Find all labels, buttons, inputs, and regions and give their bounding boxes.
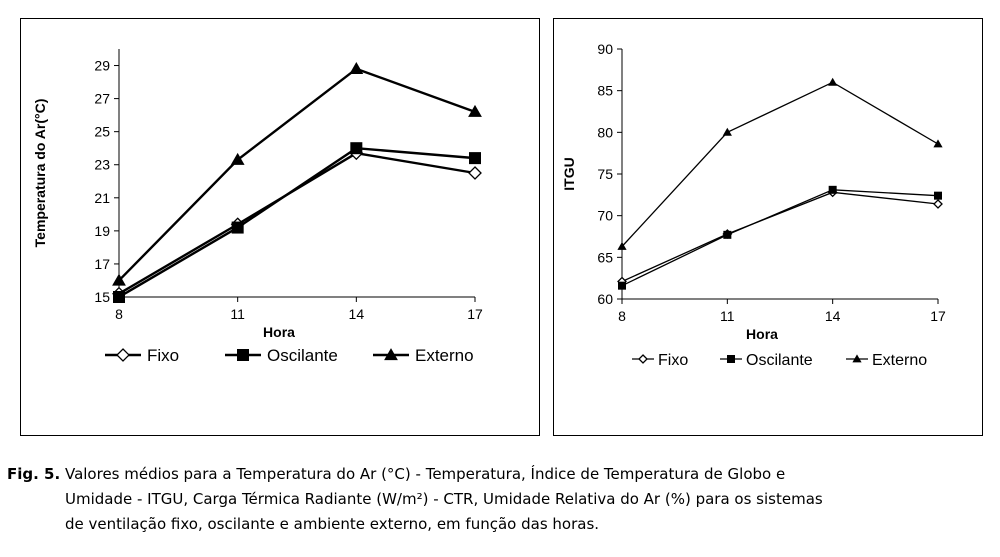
data-point-oscilante xyxy=(934,191,942,200)
legend-label-oscilante: Oscilante xyxy=(746,352,813,369)
data-point-externo xyxy=(230,152,245,165)
data-point-externo xyxy=(617,241,627,250)
series-line-oscilante xyxy=(621,189,939,287)
itgu-chart: 60 65 70 75 80 85 90 8 11 14 17 Hora ITGU Fixo Oscilan… xyxy=(561,41,946,369)
x-tick-label: 14 xyxy=(825,308,841,324)
x-tick-label: 17 xyxy=(467,306,483,322)
y-axis-label: Temperatura do Ar(°C) xyxy=(32,99,48,248)
data-point-externo xyxy=(349,61,364,74)
series-line-fixo xyxy=(118,151,476,295)
temperature-chart-panel: 15 17 19 21 23 25 27 29 8 11 14 17 Hora Temperatura d… xyxy=(20,18,540,436)
y-tick-label: 29 xyxy=(94,58,110,74)
y-tick-label: 21 xyxy=(94,190,110,206)
data-point-oscilante xyxy=(350,142,363,155)
y-tick-label: 17 xyxy=(94,256,110,272)
y-tick-label: 80 xyxy=(597,124,613,140)
data-point-oscilante xyxy=(231,221,244,234)
y-tick-label: 75 xyxy=(597,166,613,182)
series-line-externo xyxy=(118,67,476,282)
y-tick-label: 70 xyxy=(597,208,613,224)
x-axis-label: Hora xyxy=(263,324,295,340)
legend-marker-externo xyxy=(384,348,398,361)
y-tick-label: 85 xyxy=(597,83,613,99)
x-axis-label: Hora xyxy=(746,326,778,342)
legend-marker-oscilante xyxy=(727,355,735,363)
data-point-oscilante xyxy=(113,291,125,303)
y-tick-label: 25 xyxy=(94,124,110,140)
y-tick-label: 27 xyxy=(94,91,110,107)
temperature-chart: 15 17 19 21 23 25 27 29 8 11 14 17 Hora Temperatura d… xyxy=(32,49,483,365)
data-point-fixo xyxy=(468,166,482,180)
caption-line-2: Umidade - ITGU, Carga Térmica Radiante (… xyxy=(65,490,823,508)
y-tick-label: 15 xyxy=(94,289,110,305)
data-point-oscilante xyxy=(469,152,481,165)
data-point-externo xyxy=(468,104,482,117)
legend-label-fixo: Fixo xyxy=(147,346,179,365)
caption-line-1: Valores médios para a Temperatura do Ar … xyxy=(64,465,786,483)
y-tick-label: 90 xyxy=(597,41,613,57)
data-point-oscilante xyxy=(828,185,837,194)
legend-marker-fixo xyxy=(116,348,130,362)
data-point-externo xyxy=(933,139,943,148)
x-tick-label: 8 xyxy=(618,308,626,324)
legend-marker-externo xyxy=(852,354,862,363)
y-tick-label: 60 xyxy=(597,291,613,307)
series-line-fixo xyxy=(621,191,939,283)
x-tick-label: 8 xyxy=(115,306,123,322)
data-point-externo xyxy=(722,127,732,136)
series-line-externo xyxy=(621,81,939,247)
y-axis-label: ITGU xyxy=(561,157,577,190)
legend-label-externo: Externo xyxy=(415,346,474,365)
figure-label: Fig. 5. xyxy=(7,465,61,483)
x-tick-label: 14 xyxy=(349,306,365,322)
itgu-chart-panel: 60 65 70 75 80 85 90 8 11 14 17 Hora ITGU Fixo Oscilan… xyxy=(553,18,983,436)
series-line-oscilante xyxy=(118,146,476,299)
y-tick-label: 19 xyxy=(94,223,110,239)
y-tick-label: 65 xyxy=(597,249,613,265)
y-tick-label: 23 xyxy=(94,157,110,173)
legend-label-oscilante: Oscilante xyxy=(267,346,338,365)
data-point-fixo xyxy=(933,199,943,209)
data-point-oscilante xyxy=(618,281,626,290)
legend-label-externo: Externo xyxy=(872,352,927,369)
data-point-externo xyxy=(112,273,126,286)
data-point-oscilante xyxy=(723,230,732,239)
legend-marker-oscilante xyxy=(237,349,249,361)
data-point-externo xyxy=(828,77,838,86)
x-tick-label: 11 xyxy=(720,308,735,324)
x-tick-label: 11 xyxy=(230,306,245,322)
legend-marker-fixo xyxy=(638,354,648,364)
caption-line-3: de ventilação fixo, oscilante e ambiente… xyxy=(65,515,600,533)
legend-label-fixo: Fixo xyxy=(658,352,688,369)
figure-caption: Fig. 5. Valores médios para a Temperatur… xyxy=(7,462,997,537)
x-tick-label: 17 xyxy=(930,308,946,324)
